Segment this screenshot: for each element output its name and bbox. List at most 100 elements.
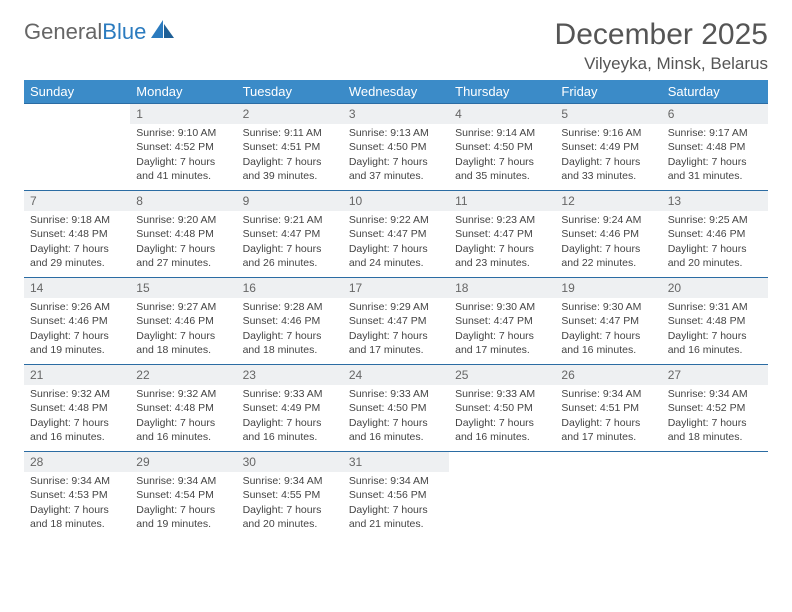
day-content: Sunrise: 9:25 AMSunset: 4:46 PMDaylight:… (666, 213, 764, 270)
day1-text: Daylight: 7 hours (349, 416, 443, 430)
calendar-day-cell: 28Sunrise: 9:34 AMSunset: 4:53 PMDayligh… (24, 452, 130, 539)
day-content: Sunrise: 9:26 AMSunset: 4:46 PMDaylight:… (28, 300, 126, 357)
day1-text: Daylight: 7 hours (561, 242, 655, 256)
day-number: 1 (130, 104, 236, 124)
month-title: December 2025 (555, 18, 768, 52)
calendar-day-cell (662, 452, 768, 539)
day2-text: and 16 minutes. (349, 430, 443, 444)
weekday-header: Thursday (449, 80, 555, 104)
sunset-text: Sunset: 4:46 PM (243, 314, 337, 328)
day-content: Sunrise: 9:11 AMSunset: 4:51 PMDaylight:… (241, 126, 339, 183)
weekday-header: Monday (130, 80, 236, 104)
calendar-day-cell: 3Sunrise: 9:13 AMSunset: 4:50 PMDaylight… (343, 104, 449, 191)
logo-text: GeneralBlue (24, 19, 146, 45)
day-number: 26 (555, 365, 661, 385)
day2-text: and 27 minutes. (136, 256, 230, 270)
sunrise-text: Sunrise: 9:33 AM (455, 387, 549, 401)
day1-text: Daylight: 7 hours (349, 329, 443, 343)
calendar-day-cell: 27Sunrise: 9:34 AMSunset: 4:52 PMDayligh… (662, 365, 768, 452)
day-content: Sunrise: 9:13 AMSunset: 4:50 PMDaylight:… (347, 126, 445, 183)
day1-text: Daylight: 7 hours (30, 503, 124, 517)
calendar-week-row: 14Sunrise: 9:26 AMSunset: 4:46 PMDayligh… (24, 278, 768, 365)
day2-text: and 16 minutes. (30, 430, 124, 444)
day1-text: Daylight: 7 hours (30, 416, 124, 430)
sunrise-text: Sunrise: 9:33 AM (349, 387, 443, 401)
sunset-text: Sunset: 4:47 PM (455, 314, 549, 328)
calendar-day-cell: 22Sunrise: 9:32 AMSunset: 4:48 PMDayligh… (130, 365, 236, 452)
day2-text: and 20 minutes. (243, 517, 337, 531)
sunset-text: Sunset: 4:48 PM (30, 401, 124, 415)
sunset-text: Sunset: 4:51 PM (243, 140, 337, 154)
sunrise-text: Sunrise: 9:34 AM (243, 474, 337, 488)
day-number: 10 (343, 191, 449, 211)
sunrise-text: Sunrise: 9:33 AM (243, 387, 337, 401)
day2-text: and 18 minutes. (30, 517, 124, 531)
calendar-day-cell: 24Sunrise: 9:33 AMSunset: 4:50 PMDayligh… (343, 365, 449, 452)
day-content: Sunrise: 9:30 AMSunset: 4:47 PMDaylight:… (559, 300, 657, 357)
calendar-day-cell: 19Sunrise: 9:30 AMSunset: 4:47 PMDayligh… (555, 278, 661, 365)
calendar-day-cell: 16Sunrise: 9:28 AMSunset: 4:46 PMDayligh… (237, 278, 343, 365)
day-number: 6 (662, 104, 768, 124)
weekday-header: Friday (555, 80, 661, 104)
calendar-day-cell: 1Sunrise: 9:10 AMSunset: 4:52 PMDaylight… (130, 104, 236, 191)
calendar-day-cell: 14Sunrise: 9:26 AMSunset: 4:46 PMDayligh… (24, 278, 130, 365)
day1-text: Daylight: 7 hours (455, 329, 549, 343)
day2-text: and 31 minutes. (668, 169, 762, 183)
sunrise-text: Sunrise: 9:31 AM (668, 300, 762, 314)
calendar-day-cell (449, 452, 555, 539)
sunset-text: Sunset: 4:46 PM (668, 227, 762, 241)
day2-text: and 33 minutes. (561, 169, 655, 183)
day-content: Sunrise: 9:33 AMSunset: 4:49 PMDaylight:… (241, 387, 339, 444)
calendar-day-cell: 23Sunrise: 9:33 AMSunset: 4:49 PMDayligh… (237, 365, 343, 452)
sunrise-text: Sunrise: 9:32 AM (30, 387, 124, 401)
logo-general: General (24, 19, 102, 44)
day1-text: Daylight: 7 hours (136, 416, 230, 430)
calendar-week-row: 1Sunrise: 9:10 AMSunset: 4:52 PMDaylight… (24, 104, 768, 191)
calendar-body: 1Sunrise: 9:10 AMSunset: 4:52 PMDaylight… (24, 104, 768, 539)
day-number: 12 (555, 191, 661, 211)
day1-text: Daylight: 7 hours (243, 329, 337, 343)
calendar-day-cell: 31Sunrise: 9:34 AMSunset: 4:56 PMDayligh… (343, 452, 449, 539)
sunset-text: Sunset: 4:47 PM (243, 227, 337, 241)
sunset-text: Sunset: 4:55 PM (243, 488, 337, 502)
day-number: 29 (130, 452, 236, 472)
sunrise-text: Sunrise: 9:16 AM (561, 126, 655, 140)
day-content: Sunrise: 9:18 AMSunset: 4:48 PMDaylight:… (28, 213, 126, 270)
calendar-day-cell: 6Sunrise: 9:17 AMSunset: 4:48 PMDaylight… (662, 104, 768, 191)
day-number: 11 (449, 191, 555, 211)
sunrise-text: Sunrise: 9:17 AM (668, 126, 762, 140)
day1-text: Daylight: 7 hours (136, 242, 230, 256)
day1-text: Daylight: 7 hours (30, 242, 124, 256)
sunrise-text: Sunrise: 9:23 AM (455, 213, 549, 227)
day-content: Sunrise: 9:23 AMSunset: 4:47 PMDaylight:… (453, 213, 551, 270)
sunset-text: Sunset: 4:46 PM (136, 314, 230, 328)
calendar-week-row: 28Sunrise: 9:34 AMSunset: 4:53 PMDayligh… (24, 452, 768, 539)
sunrise-text: Sunrise: 9:25 AM (668, 213, 762, 227)
sunset-text: Sunset: 4:47 PM (561, 314, 655, 328)
calendar-day-cell: 13Sunrise: 9:25 AMSunset: 4:46 PMDayligh… (662, 191, 768, 278)
day-content: Sunrise: 9:34 AMSunset: 4:52 PMDaylight:… (666, 387, 764, 444)
calendar-day-cell: 21Sunrise: 9:32 AMSunset: 4:48 PMDayligh… (24, 365, 130, 452)
sunrise-text: Sunrise: 9:26 AM (30, 300, 124, 314)
day-content: Sunrise: 9:28 AMSunset: 4:46 PMDaylight:… (241, 300, 339, 357)
calendar-day-cell: 29Sunrise: 9:34 AMSunset: 4:54 PMDayligh… (130, 452, 236, 539)
sunrise-text: Sunrise: 9:29 AM (349, 300, 443, 314)
day-content: Sunrise: 9:14 AMSunset: 4:50 PMDaylight:… (453, 126, 551, 183)
day-number: 13 (662, 191, 768, 211)
day2-text: and 18 minutes. (668, 430, 762, 444)
day2-text: and 16 minutes. (136, 430, 230, 444)
sunrise-text: Sunrise: 9:13 AM (349, 126, 443, 140)
day-number: 19 (555, 278, 661, 298)
day-content: Sunrise: 9:32 AMSunset: 4:48 PMDaylight:… (28, 387, 126, 444)
day2-text: and 16 minutes. (243, 430, 337, 444)
calendar-day-cell: 4Sunrise: 9:14 AMSunset: 4:50 PMDaylight… (449, 104, 555, 191)
calendar-day-cell: 25Sunrise: 9:33 AMSunset: 4:50 PMDayligh… (449, 365, 555, 452)
calendar-day-cell: 18Sunrise: 9:30 AMSunset: 4:47 PMDayligh… (449, 278, 555, 365)
day2-text: and 39 minutes. (243, 169, 337, 183)
day1-text: Daylight: 7 hours (668, 155, 762, 169)
day-number: 23 (237, 365, 343, 385)
sunrise-text: Sunrise: 9:34 AM (668, 387, 762, 401)
calendar-day-cell: 15Sunrise: 9:27 AMSunset: 4:46 PMDayligh… (130, 278, 236, 365)
day-content: Sunrise: 9:20 AMSunset: 4:48 PMDaylight:… (134, 213, 232, 270)
title-block: December 2025 Vilyeyka, Minsk, Belarus (555, 18, 768, 74)
